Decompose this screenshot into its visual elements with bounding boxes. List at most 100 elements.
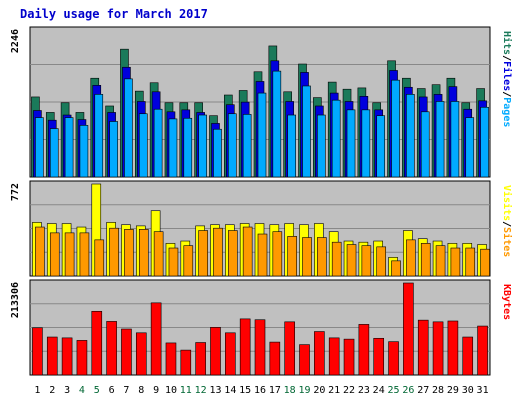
top-max-label: 2246 [10, 29, 21, 53]
top-pages-bar [480, 106, 489, 178]
middle-sites-bar [420, 243, 431, 277]
top-pages-bar [346, 109, 356, 178]
top-pages-bar [302, 85, 311, 178]
day-label: 6 [109, 385, 115, 396]
top-pages-bar [79, 125, 89, 178]
top-pages-bar [406, 94, 415, 178]
top-pages-bar [138, 113, 148, 178]
middle-sites-bar [183, 245, 194, 277]
top-pages-bar [331, 99, 341, 178]
bottom-kbytes-bar [135, 332, 147, 376]
bottom-kbytes-bar [403, 282, 414, 376]
bottom-kbytes-bar [76, 340, 88, 376]
middle-sites-bar [213, 227, 223, 277]
middle-sites-bar [391, 260, 401, 277]
middle-sites-bar [124, 229, 134, 277]
middle-sites-bar [317, 237, 327, 277]
day-label: 10 [165, 385, 177, 396]
top-legend-part: Pages [501, 97, 512, 127]
day-label: 25 [388, 385, 400, 396]
middle-sites-bar [302, 237, 312, 277]
top-pages-bar [450, 101, 460, 178]
top-pages-bar [391, 79, 400, 178]
middle-max-label: 772 [10, 183, 21, 201]
day-label: 19 [298, 385, 310, 396]
day-label: 30 [462, 385, 474, 396]
day-label: 17 [269, 385, 281, 396]
middle-sites-bar [64, 232, 75, 277]
middle-sites-bar [450, 247, 461, 277]
top-pages-bar [228, 113, 237, 178]
bottom-kbytes-bar [343, 338, 355, 376]
bottom-legend-part: KBytes [501, 284, 512, 320]
day-label: 21 [328, 385, 340, 396]
top-pages-bar [317, 114, 326, 178]
middle-legend-part: / [501, 221, 512, 227]
bottom-kbytes-bar [477, 325, 488, 376]
top-pages-bar [213, 128, 222, 178]
middle-sites-bar [480, 248, 490, 277]
bottom-kbytes-bar [91, 310, 103, 376]
top-pages-bar [49, 128, 59, 178]
middle-sites-bar [272, 231, 283, 277]
middle-sites-bar [257, 233, 268, 277]
bottom-kbytes-bar [358, 324, 370, 376]
top-pages-bar [153, 108, 163, 178]
middle-sites-bar [376, 246, 387, 277]
top-pages-bar [257, 92, 267, 178]
middle-sites-bar [168, 247, 179, 277]
bottom-panel: 213306 KBytes [10, 279, 512, 376]
day-label: 11 [180, 385, 192, 396]
middle-sites-bar [361, 245, 372, 277]
day-label: 20 [313, 385, 325, 396]
day-label: 5 [94, 385, 100, 396]
top-pages-bar [168, 118, 178, 178]
bottom-kbytes-bar [195, 342, 206, 376]
top-pages-bar [124, 78, 133, 178]
top-pages-bar [35, 117, 44, 178]
top-pages-bar [287, 114, 296, 178]
middle-sites-bar [49, 232, 60, 277]
bottom-kbytes-bar [254, 319, 266, 376]
bottom-kbytes-bar [239, 318, 251, 376]
bottom-kbytes-bar [61, 337, 73, 376]
day-label: 29 [447, 385, 459, 396]
day-label: 9 [153, 385, 159, 396]
day-label: 3 [64, 385, 70, 396]
middle-sites-bar [346, 244, 357, 277]
top-pages-bar [435, 101, 445, 178]
bottom-kbytes-bar [299, 344, 310, 376]
bottom-kbytes-bar [269, 341, 281, 376]
bottom-kbytes-bar [432, 321, 444, 376]
bottom-kbytes-bar [417, 319, 429, 376]
day-label: 23 [358, 385, 370, 396]
middle-sites-bar [79, 232, 90, 277]
middle-sites-bar [406, 239, 416, 277]
day-label: 31 [477, 385, 489, 396]
middle-sites-bar [198, 230, 208, 277]
top-pages-bar [272, 70, 282, 178]
middle-legend-part: Visits [501, 185, 512, 221]
day-label: 4 [79, 385, 85, 396]
top-pages-bar [94, 94, 104, 178]
middle-sites-bar [109, 227, 119, 277]
bottom-kbytes-bar [314, 331, 325, 376]
day-label: 28 [432, 385, 444, 396]
bottom-kbytes-bar [284, 321, 295, 376]
bottom-legend: KBytes [501, 284, 512, 320]
day-label: 7 [123, 385, 129, 396]
day-label: 13 [209, 385, 221, 396]
bottom-kbytes-bar [46, 336, 58, 376]
top-pages-bar [465, 117, 475, 178]
bottom-kbytes-bar [328, 337, 340, 376]
middle-panel: 772 Visits/Sites [10, 180, 512, 277]
day-label: 12 [195, 385, 207, 396]
middle-sites-bar [228, 230, 238, 277]
day-axis-labels: 1 2 3 4 5 6 7 8 9 10 11 12 13 14 15 16 17 18 19 20 21 22 23 24 2… [34, 385, 488, 396]
bottom-kbytes-bar [447, 320, 459, 376]
top-legend-part: Hits [501, 31, 512, 55]
bottom-kbytes-bar [373, 337, 385, 376]
day-label: 24 [373, 385, 385, 396]
top-legend-part: Files [501, 61, 512, 91]
middle-sites-bar [35, 226, 45, 277]
